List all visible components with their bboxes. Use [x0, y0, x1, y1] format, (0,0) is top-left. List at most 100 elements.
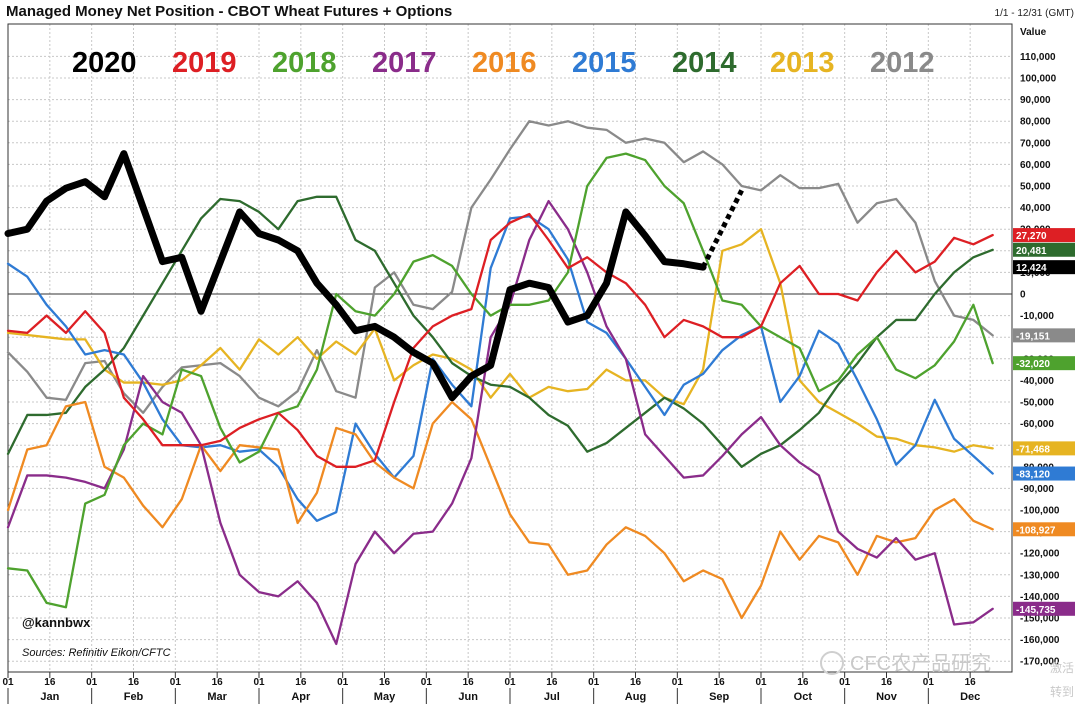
end-label-box-2015: [1013, 466, 1075, 481]
month-label: Jan: [40, 691, 59, 703]
y-tick-label: 50,000: [1020, 182, 1051, 193]
legend-item-2013: 2013: [770, 47, 835, 79]
legend-item-2014: 2014: [672, 47, 737, 79]
x-tick-label: 01: [2, 677, 14, 688]
author-annotation: @kannbwx: [22, 615, 91, 630]
month-label: May: [374, 691, 396, 703]
x-tick-label: 01: [253, 677, 265, 688]
x-tick-label: 16: [379, 677, 391, 688]
x-tick-label: 16: [965, 677, 977, 688]
y-tick-label: 110,000: [1020, 52, 1056, 63]
y-tick-label: -50,000: [1020, 398, 1054, 409]
end-label-box-2019: [1013, 228, 1075, 243]
y-tick-label: -60,000: [1020, 419, 1054, 430]
chart-title: Managed Money Net Position - CBOT Wheat …: [6, 3, 452, 20]
watermark-side-text-2: 转到: [1050, 684, 1074, 699]
end-label-box-2018: [1013, 356, 1075, 371]
grid-lines: [7, 24, 1012, 672]
end-label-box-2013: [1013, 441, 1075, 456]
series-line-2014: [6, 195, 994, 468]
y-tick-label: -90,000: [1020, 484, 1054, 495]
month-label: Mar: [207, 691, 227, 703]
legend-item-2016: 2016: [472, 47, 537, 79]
month-label: Oct: [794, 691, 813, 703]
watermark-side-text: 激活: [1050, 661, 1074, 675]
series-line-2019: [6, 212, 994, 468]
x-tick-label: 16: [128, 677, 140, 688]
y-tick-label: 90,000: [1020, 95, 1051, 106]
x-tick-label: 01: [755, 677, 767, 688]
x-tick-label: 16: [546, 677, 558, 688]
x-tick-label: 01: [170, 677, 182, 688]
source-note: Sources: Refinitiv Eikon/CFTC: [22, 647, 171, 659]
legend-item-2015: 2015: [572, 47, 637, 79]
month-label: Feb: [124, 691, 144, 703]
x-tick-label: 16: [463, 677, 475, 688]
series-layer: [4, 120, 994, 646]
y-tick-label: -150,000: [1020, 614, 1060, 625]
legend: 2020 2019 2018 2017 2016 2015 2014 2013 2012: [72, 47, 935, 79]
month-label: Jul: [544, 691, 560, 703]
legend-item-2018: 2018: [272, 47, 337, 79]
x-axis: 01 16 01 16 01 16 01 16 01 16 01 16 01 16 01 16 01 16 01 16…: [2, 672, 980, 704]
x-tick-label: 16: [881, 677, 893, 688]
x-tick-label: 01: [504, 677, 516, 688]
end-label-2020: 12,424: [1016, 263, 1047, 274]
end-label-2015: -83,120: [1016, 470, 1050, 481]
month-label: Jun: [458, 691, 478, 703]
end-labels: -19,151 -71,468 20,481 -83,120 -108,927 -145,…: [1013, 228, 1075, 616]
y-tick-label: -40,000: [1020, 376, 1054, 387]
month-label: Apr: [291, 691, 311, 703]
end-label-2016: -108,927: [1016, 525, 1056, 536]
y-tick-label: 40,000: [1020, 203, 1051, 214]
x-tick-label: 01: [421, 677, 433, 688]
legend-item-2020: 2020: [72, 47, 137, 79]
x-tick-label: 16: [630, 677, 642, 688]
x-tick-label: 01: [923, 677, 935, 688]
end-label-box-2012: [1013, 328, 1075, 343]
legend-item-2012: 2012: [870, 47, 935, 79]
x-tick-label: 16: [212, 677, 224, 688]
end-label-box-2020: [1013, 260, 1075, 275]
series-line-2012: [6, 120, 994, 414]
end-label-box-2017: [1013, 601, 1075, 616]
y-tick-label: 80,000: [1020, 117, 1051, 128]
month-label: Dec: [960, 691, 980, 703]
x-tick-label: 01: [672, 677, 684, 688]
y-tick-label: -100,000: [1020, 506, 1060, 517]
end-label-2019: 27,270: [1016, 231, 1047, 242]
y-tick-label: -130,000: [1020, 570, 1060, 581]
y-tick-label: -160,000: [1020, 635, 1060, 646]
y-tick-label: -10,000: [1020, 311, 1054, 322]
y-tick-label: 0: [1020, 290, 1026, 301]
end-label-box-2016: [1013, 522, 1075, 537]
x-tick-label: 01: [839, 677, 851, 688]
end-label-box-2014: [1013, 242, 1075, 257]
legend-item-2017: 2017: [372, 47, 437, 79]
series-line-2020: [4, 150, 707, 402]
watermark-text: CFC农产品研究: [850, 652, 991, 675]
x-tick-label: 16: [44, 677, 56, 688]
end-label-2018: -32,020: [1016, 359, 1050, 370]
x-tick-label: 16: [797, 677, 809, 688]
legend-item-2019: 2019: [172, 47, 237, 79]
watermark: CFC农产品研究 激活 转到: [820, 651, 1074, 699]
y-tick-label: 60,000: [1020, 160, 1051, 171]
y-tick-label: -140,000: [1020, 592, 1060, 603]
y-tick-label: 70,000: [1020, 138, 1051, 149]
x-tick-label: 01: [86, 677, 98, 688]
y-tick-label: 100,000: [1020, 74, 1057, 85]
month-label: Sep: [709, 691, 729, 703]
wechat-icon: [820, 651, 844, 675]
end-label-2012: -19,151: [1016, 331, 1050, 342]
y-tick-label: -120,000: [1020, 549, 1060, 560]
x-tick-label: 01: [588, 677, 600, 688]
y-tick-label: -170,000: [1020, 657, 1060, 668]
end-label-2017: -145,735: [1016, 605, 1056, 616]
series-line-2018: [6, 152, 994, 609]
month-label: Aug: [625, 691, 646, 703]
end-label-2014: 20,481: [1016, 246, 1047, 257]
x-tick-label: 16: [714, 677, 726, 688]
